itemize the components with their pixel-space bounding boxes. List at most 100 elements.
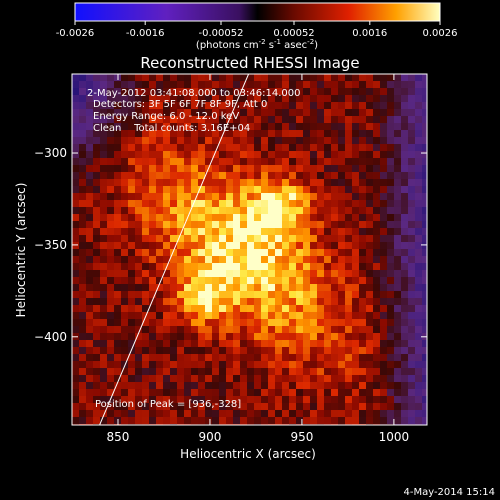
heatmap-cell: [366, 144, 374, 152]
heatmap-cell: [324, 151, 332, 159]
heatmap-cell: [135, 284, 143, 292]
heatmap-cell: [394, 291, 402, 299]
heatmap-cell: [93, 270, 101, 278]
heatmap-cell: [401, 151, 409, 159]
heatmap-cell: [310, 305, 318, 313]
heatmap-cell: [219, 74, 227, 82]
heatmap-cell: [338, 389, 346, 397]
heatmap-cell: [191, 81, 199, 89]
heatmap-cell: [184, 242, 192, 250]
heatmap-cell: [121, 74, 129, 82]
heatmap-cell: [275, 249, 283, 257]
heatmap-cell: [177, 172, 185, 180]
heatmap-cell: [170, 116, 178, 124]
heatmap-cell: [149, 305, 157, 313]
heatmap-cell: [86, 109, 94, 117]
heatmap-cell: [233, 179, 241, 187]
heatmap-cell: [338, 284, 346, 292]
heatmap-cell: [240, 95, 248, 103]
heatmap-cell: [338, 123, 346, 131]
heatmap-cell: [184, 403, 192, 411]
heatmap-cell: [121, 263, 129, 271]
heatmap-cell: [338, 172, 346, 180]
heatmap-cell: [254, 403, 262, 411]
heatmap-cell: [366, 242, 374, 250]
heatmap-cell: [366, 319, 374, 327]
heatmap-cell: [128, 151, 136, 159]
heatmap-cell: [114, 291, 122, 299]
heatmap-cell: [359, 375, 367, 383]
heatmap-cell: [422, 172, 427, 180]
heatmap-cell: [296, 291, 304, 299]
heatmap-cell: [268, 74, 276, 82]
heatmap-cell: [86, 95, 94, 103]
heatmap-cell: [261, 193, 269, 201]
heatmap-cell: [352, 312, 360, 320]
heatmap-cell: [261, 263, 269, 271]
heatmap-cell: [408, 396, 416, 404]
heatmap-cell: [177, 186, 185, 194]
heatmap-cell: [366, 200, 374, 208]
heatmap-cell: [296, 396, 304, 404]
heatmap-cell: [268, 298, 276, 306]
heatmap-cell: [233, 214, 241, 222]
heatmap-cell: [289, 417, 297, 425]
heatmap-cell: [128, 319, 136, 327]
heatmap-cell: [107, 333, 115, 341]
heatmap-cell: [345, 242, 353, 250]
heatmap-cell: [212, 305, 220, 313]
heatmap-cell: [289, 312, 297, 320]
heatmap-cell: [219, 88, 227, 96]
heatmap-cell: [254, 242, 262, 250]
heatmap-cell: [163, 158, 171, 166]
heatmap-cell: [331, 151, 339, 159]
heatmap-cell: [184, 284, 192, 292]
heatmap-cell: [149, 389, 157, 397]
heatmap-cell: [338, 179, 346, 187]
heatmap-cell: [331, 333, 339, 341]
heatmap-cell: [408, 333, 416, 341]
heatmap-cell: [93, 249, 101, 257]
heatmap-cell: [86, 256, 94, 264]
heatmap-cell: [184, 235, 192, 243]
heatmap-cell: [296, 382, 304, 390]
heatmap-cell: [191, 193, 199, 201]
heatmap-cell: [387, 396, 395, 404]
heatmap-cell: [114, 354, 122, 362]
heatmap-cell: [163, 368, 171, 376]
heatmap-cell: [233, 144, 241, 152]
heatmap-cell: [219, 389, 227, 397]
heatmap-cell: [373, 116, 381, 124]
heatmap-cell: [240, 193, 248, 201]
heatmap-cell: [401, 291, 409, 299]
heatmap-cell: [366, 305, 374, 313]
heatmap-cell: [156, 158, 164, 166]
heatmap-cell: [128, 249, 136, 257]
heatmap-cell: [79, 214, 87, 222]
heatmap-cell: [422, 235, 427, 243]
heatmap-cell: [191, 382, 199, 390]
heatmap-cell: [107, 403, 115, 411]
heatmap-cell: [352, 207, 360, 215]
heatmap-cell: [212, 312, 220, 320]
heatmap-cell: [352, 200, 360, 208]
heatmap-cell: [107, 417, 115, 425]
heatmap-cell: [359, 74, 367, 82]
heatmap-cell: [380, 312, 388, 320]
heatmap-cell: [79, 326, 87, 334]
heatmap-cell: [408, 249, 416, 257]
heatmap-cell: [268, 410, 276, 418]
heatmap-cell: [198, 186, 206, 194]
heatmap-cell: [352, 186, 360, 194]
heatmap-cell: [394, 214, 402, 222]
heatmap-cell: [289, 333, 297, 341]
heatmap-cell: [107, 263, 115, 271]
x-axis-label: Heliocentric X (arcsec): [180, 447, 316, 461]
heatmap-cell: [107, 375, 115, 383]
heatmap-cell: [324, 88, 332, 96]
heatmap-cell: [317, 284, 325, 292]
heatmap-cell: [219, 354, 227, 362]
heatmap-cell: [156, 172, 164, 180]
heatmap-cell: [282, 74, 290, 82]
